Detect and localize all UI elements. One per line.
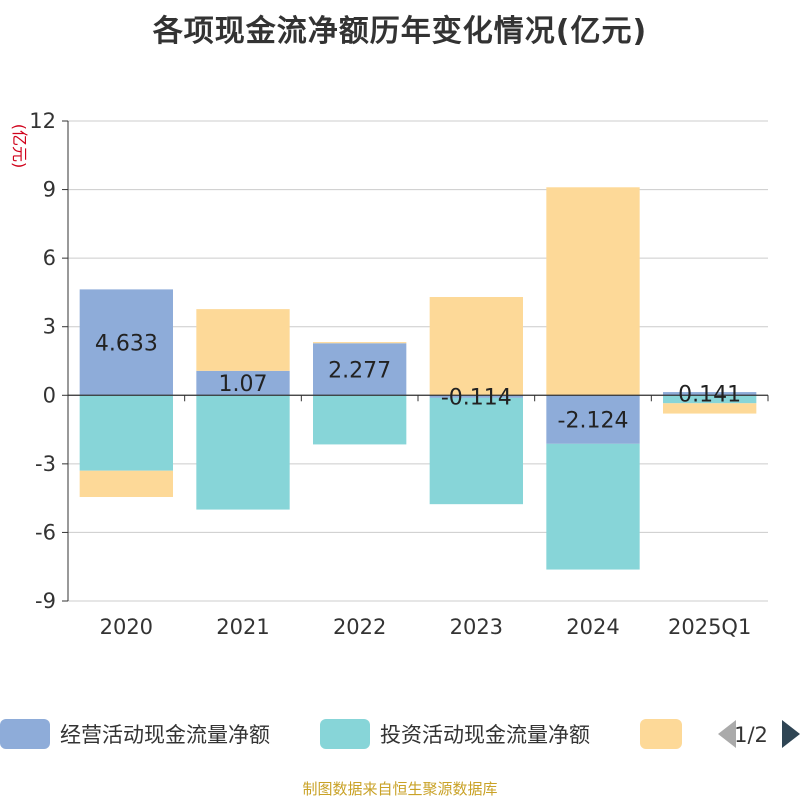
y-tick-label: 12 <box>29 109 56 133</box>
bar-series2-2023[interactable] <box>429 397 523 505</box>
bar-series1-2021[interactable] <box>196 370 290 396</box>
bar-series2-2020[interactable] <box>79 395 173 471</box>
y-axis-label: (亿元) <box>10 124 29 169</box>
axes: -9 -6 -3 0 3 6 9 12(亿元) 2020 2021 2022 2023 2024 2025… <box>10 109 769 639</box>
bar-series1-2025Q1[interactable] <box>663 392 757 396</box>
legend-swatch[interactable] <box>640 719 682 749</box>
bar-series1-2020[interactable] <box>79 289 173 396</box>
bar-series2-2022[interactable] <box>313 395 407 445</box>
y-tick-label: -6 <box>35 520 56 544</box>
bar-series2-2025Q1[interactable] <box>663 395 757 404</box>
legend-next-icon[interactable] <box>782 720 800 748</box>
bar-series3-2024[interactable] <box>546 187 640 396</box>
y-tick-label: 6 <box>43 246 56 270</box>
bar-group <box>79 187 757 570</box>
source-note: 制图数据来自恒生聚源数据库 <box>302 780 498 798</box>
x-tick-label: 2025Q1 <box>668 615 751 639</box>
data-label: -0.114 <box>441 386 512 411</box>
data-labels: 4.633 1.07 2.277 -0.114 -2.124 0.141 <box>95 331 741 433</box>
bar-series2-2024[interactable] <box>546 443 640 570</box>
bar-series3-2025Q1[interactable] <box>663 403 757 414</box>
bar-series3-2023[interactable] <box>429 297 523 396</box>
bar-series3-2021[interactable] <box>196 309 290 371</box>
x-tick-label: 2021 <box>216 615 269 639</box>
data-label: 1.07 <box>219 372 268 397</box>
legend-label[interactable]: 投资活动现金流量净额 <box>380 723 590 747</box>
bar-series2-2021[interactable] <box>196 395 290 510</box>
legend-prev-icon[interactable] <box>718 720 736 748</box>
bar-series1-2023[interactable] <box>429 395 523 398</box>
data-label: 2.277 <box>328 358 391 383</box>
x-tick-label: 2022 <box>333 615 386 639</box>
data-label: 0.141 <box>678 383 741 408</box>
y-tick-label: -3 <box>35 452 56 476</box>
y-tick-label: 3 <box>43 315 56 339</box>
y-tick-label: 9 <box>43 178 56 202</box>
bar-series3-2020[interactable] <box>79 470 173 497</box>
legend-page-indicator: 1/2 <box>734 723 768 747</box>
bar-series1-2022[interactable] <box>313 343 407 396</box>
legend-label[interactable]: 经营活动现金流量净额 <box>60 723 270 747</box>
legend-swatch[interactable] <box>320 719 370 749</box>
x-tick-label: 2023 <box>450 615 503 639</box>
chart-title: 各项现金流净额历年变化情况(亿元) <box>152 14 648 49</box>
data-label: -2.124 <box>558 409 629 434</box>
legend-swatch[interactable] <box>0 719 50 749</box>
legend: 经营活动现金流量净额 投资活动现金流量净额 1/2 <box>0 719 800 749</box>
y-tick-label: 0 <box>43 383 56 407</box>
bar-series3-2022[interactable] <box>313 342 407 344</box>
x-tick-label: 2024 <box>566 615 619 639</box>
y-tick-label: -9 <box>35 589 56 613</box>
bar-series1-2024[interactable] <box>546 395 640 444</box>
x-tick-label: 2020 <box>100 615 153 639</box>
data-label: 4.633 <box>95 331 158 356</box>
